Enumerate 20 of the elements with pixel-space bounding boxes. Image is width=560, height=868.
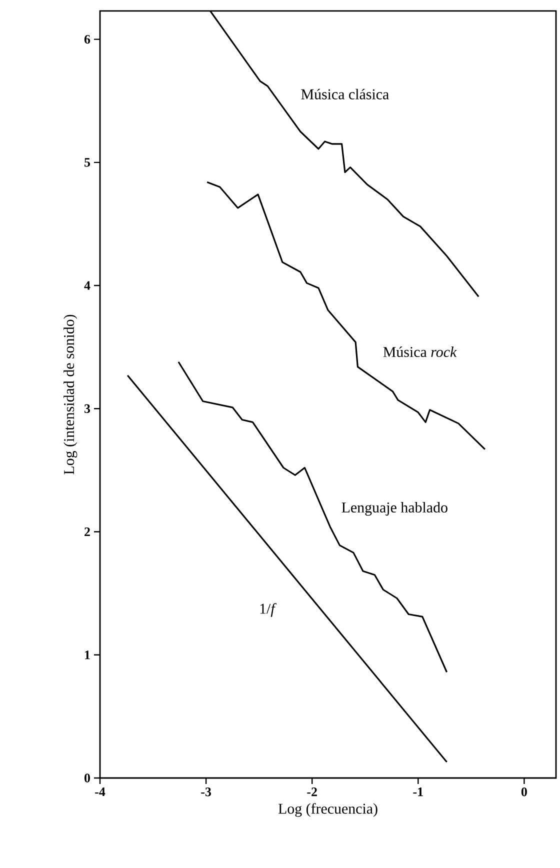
y-tick-label: 6 xyxy=(84,34,90,44)
y-tick-label: 2 xyxy=(84,527,90,536)
series-label: Música clásica xyxy=(301,88,389,100)
x-tick-label: -4 xyxy=(95,788,106,796)
x-tick-label: -1 xyxy=(413,788,423,796)
x-axis-title: Log (frecuencia) xyxy=(278,803,378,817)
x-tick-label: -3 xyxy=(201,788,211,796)
y-tick-label: 5 xyxy=(84,158,90,167)
y-tick-label: 0 xyxy=(84,774,90,782)
line-series xyxy=(206,181,486,450)
line-series xyxy=(178,361,448,673)
y-axis-title: Log (intensidad de sonido) xyxy=(64,314,78,474)
series-label: Música rock xyxy=(383,346,457,358)
y-tick-label: 4 xyxy=(84,281,90,290)
y-tick-label: 3 xyxy=(84,404,90,413)
text: 1/f xyxy=(260,603,277,617)
x-tick-label: 0 xyxy=(521,788,527,796)
series-label: Lenguaje hablado xyxy=(342,502,448,516)
y-tick-label: 1 xyxy=(85,650,90,660)
x-tick-label: -2 xyxy=(307,788,317,796)
